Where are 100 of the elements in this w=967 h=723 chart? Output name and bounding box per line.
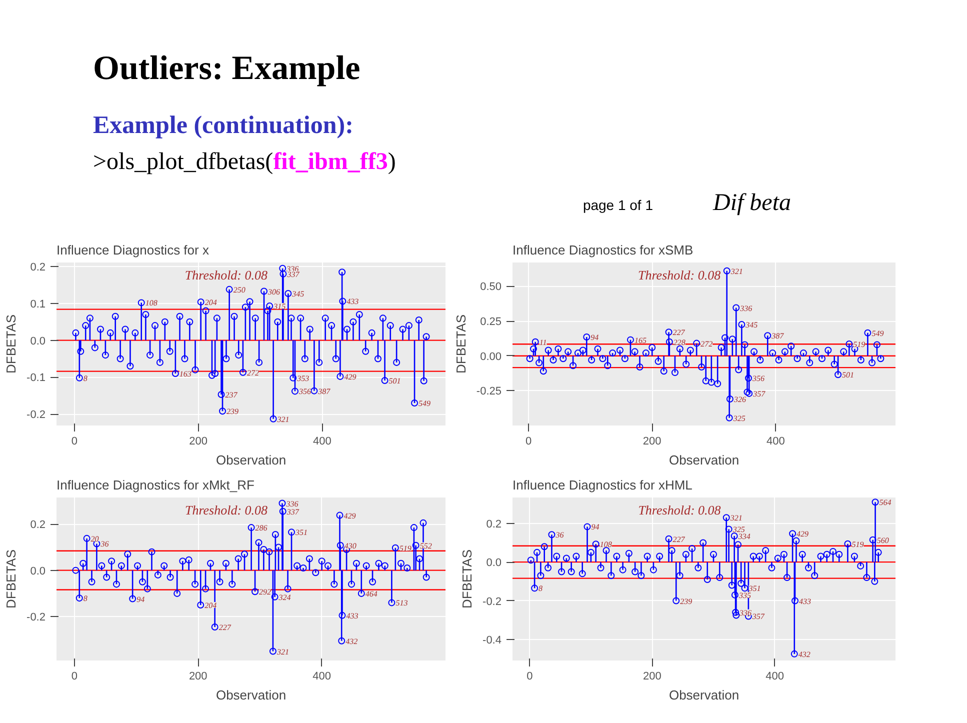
x-axis-title: Observation bbox=[216, 452, 286, 468]
annotation: 430 bbox=[344, 541, 356, 550]
y-tick-label: 0.0 bbox=[30, 565, 46, 578]
annotation: 356 bbox=[751, 374, 764, 384]
annotation: 429 bbox=[344, 511, 356, 520]
chart-title: Influence Diagnostics for x bbox=[56, 242, 210, 258]
annotation: 501 bbox=[842, 370, 854, 380]
annotation: 8 bbox=[83, 374, 88, 383]
y-tick-label: -0.1 bbox=[26, 372, 46, 384]
annotation: 325 bbox=[732, 414, 746, 423]
x-tick-label: 200 bbox=[188, 670, 208, 682]
annotation: 20 bbox=[90, 534, 99, 544]
annotation: 36 bbox=[554, 530, 564, 540]
annotation: 321 bbox=[276, 647, 289, 656]
annotation: 552 bbox=[420, 541, 432, 550]
annotation: 321 bbox=[730, 266, 743, 276]
y-axis-title: DFBETAS bbox=[4, 314, 19, 374]
y-tick-label: 0.2 bbox=[30, 519, 46, 532]
annotation: 519 bbox=[399, 544, 412, 553]
y-tick-label: -0.2 bbox=[482, 596, 502, 608]
annotation: 8 bbox=[538, 584, 543, 594]
y-tick-label: 0.00 bbox=[480, 350, 502, 363]
annotation: 387 bbox=[770, 332, 785, 341]
x-tick-label: 0 bbox=[526, 670, 533, 682]
y-tick-label: -0.2 bbox=[26, 612, 46, 624]
annotation: 239 bbox=[226, 407, 239, 416]
annotation: 11 bbox=[539, 338, 547, 347]
annotation: 345 bbox=[744, 320, 758, 330]
x-axis-title: Observation bbox=[216, 688, 286, 702]
annotation: 324 bbox=[278, 592, 291, 602]
annotation: 564 bbox=[879, 498, 892, 508]
annotation: 432 bbox=[346, 636, 358, 646]
annotation: 357 bbox=[751, 612, 766, 622]
annotation: 321 bbox=[729, 514, 742, 523]
y-axis-title: DFBETAS bbox=[453, 314, 468, 374]
x-tick-label: 200 bbox=[643, 670, 662, 682]
annotation: 560 bbox=[876, 536, 889, 545]
y-tick-label: -0.2 bbox=[26, 409, 46, 422]
chart-title: Influence Diagnostics for xSMB bbox=[512, 242, 694, 258]
annotation: 432 bbox=[798, 650, 810, 659]
y-tick-label: -0.25 bbox=[476, 386, 502, 398]
annotation: 94 bbox=[591, 522, 600, 532]
y-tick-label: 0.2 bbox=[30, 262, 46, 274]
text: Dif beta bbox=[713, 188, 791, 218]
annotation: 519 bbox=[852, 540, 864, 549]
annotation: 513 bbox=[396, 598, 408, 608]
annotation: 519 bbox=[853, 340, 866, 349]
annotation: 227 bbox=[672, 534, 686, 544]
annotation: 326 bbox=[732, 395, 746, 404]
x-tick-label: 0 bbox=[526, 436, 532, 448]
annotation: 315 bbox=[272, 302, 286, 312]
x-tick-label: 400 bbox=[312, 670, 331, 682]
annotation: 464 bbox=[365, 589, 378, 598]
annotation: 429 bbox=[344, 372, 356, 382]
annotation: 94 bbox=[590, 333, 599, 342]
annotation: 163 bbox=[179, 370, 192, 378]
y-tick-label: 0.1 bbox=[30, 298, 46, 310]
annotation: Threshold: 0.08 bbox=[638, 268, 722, 282]
annotation: 228 bbox=[673, 338, 686, 347]
annotation: 239 bbox=[680, 596, 692, 606]
x-tick-label: 200 bbox=[189, 436, 208, 448]
text: ) bbox=[388, 149, 396, 176]
annotation: 334 bbox=[737, 532, 750, 541]
text: Outliers: Example bbox=[93, 49, 362, 89]
text: Example (continuation): bbox=[93, 110, 354, 141]
x-tick-label: 400 bbox=[766, 670, 784, 682]
annotation: 335 bbox=[738, 590, 751, 600]
y-tick-label: 0.2 bbox=[486, 518, 502, 530]
x-tick-label: 0 bbox=[71, 670, 78, 682]
annotation: 325 bbox=[732, 525, 745, 534]
annotation: 433 bbox=[799, 596, 811, 606]
annotation: 227 bbox=[218, 622, 232, 632]
y-tick-label: 0.25 bbox=[480, 316, 502, 328]
annotation: 94 bbox=[136, 594, 145, 604]
chart-title: Influence Diagnostics for xHML bbox=[512, 478, 692, 492]
annotation: 108 bbox=[145, 298, 158, 308]
annotation: 227 bbox=[672, 328, 686, 338]
y-axis-title: DFBETAS bbox=[4, 549, 19, 608]
annotation: 336 bbox=[738, 608, 752, 618]
y-tick-label: -0.4 bbox=[482, 634, 502, 646]
annotation: 108 bbox=[600, 540, 612, 550]
annotation: 8 bbox=[83, 594, 88, 604]
annotation: Threshold: 0.08 bbox=[184, 268, 268, 282]
x-tick-label: 400 bbox=[766, 436, 785, 448]
annotation: 250 bbox=[233, 285, 246, 294]
annotation: 337 bbox=[286, 507, 300, 516]
annotation: 286 bbox=[255, 524, 268, 533]
annotation: 429 bbox=[796, 530, 809, 539]
y-tick-label: 0.0 bbox=[486, 557, 502, 570]
annotation: 336 bbox=[285, 499, 298, 508]
y-tick-label: 0.0 bbox=[30, 335, 46, 348]
chart-title: Influence Diagnostics for xMkt_RF bbox=[56, 478, 255, 492]
annotation: 321 bbox=[276, 414, 290, 424]
annotation: 345 bbox=[291, 289, 304, 298]
annotation: 433 bbox=[346, 611, 358, 620]
annotation: 237 bbox=[225, 390, 238, 400]
annotation: Threshold: 0.08 bbox=[638, 502, 722, 518]
annotation: 272 bbox=[246, 368, 259, 378]
text: fit_ibm_ff3 bbox=[273, 149, 388, 176]
annotation: 36 bbox=[100, 540, 109, 549]
